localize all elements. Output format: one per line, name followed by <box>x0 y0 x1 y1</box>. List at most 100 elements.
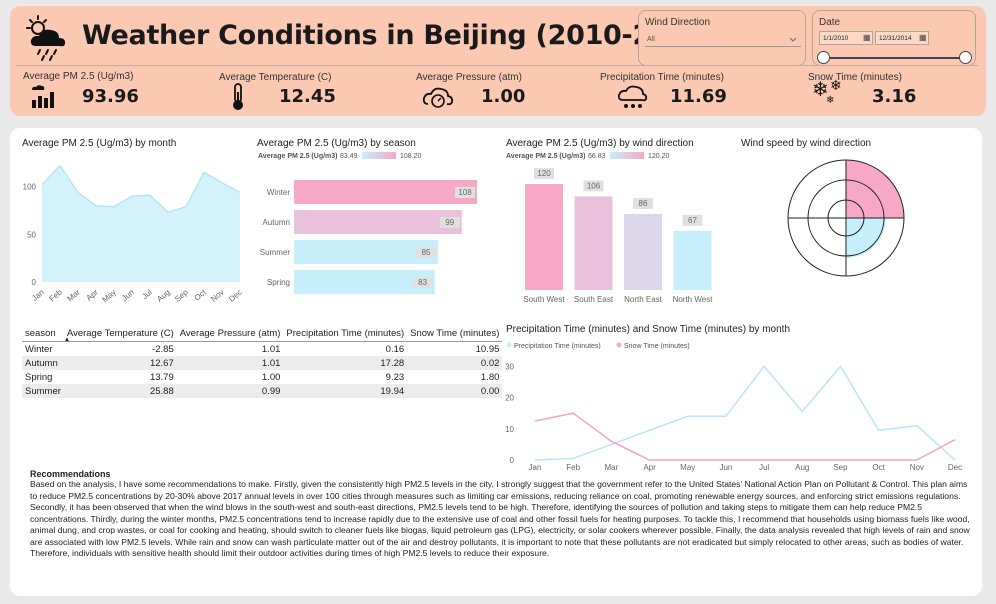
x-tick-label: Jul <box>759 463 769 472</box>
table-header[interactable]: season <box>22 326 64 342</box>
table-header[interactable]: Snow Time (minutes) <box>407 326 503 342</box>
season-table: season Average Temperature (C) Average P… <box>22 326 503 398</box>
date-end-input[interactable]: 12/31/2014 <box>875 31 929 45</box>
x-tick-label: Jan <box>529 463 542 472</box>
area-fill <box>42 165 240 282</box>
x-tick-label: Nov <box>910 463 924 472</box>
wind-direction-dropdown[interactable]: All <box>645 33 801 47</box>
bar-label-bg <box>583 180 604 192</box>
bar-label-bg <box>682 214 703 226</box>
header-panel: Weather Conditions in Beijing (2010-2014… <box>10 6 986 116</box>
kpi-temperature-value: 12.45 <box>279 86 336 107</box>
page-title: Weather Conditions in Beijing (2010-2014… <box>82 20 719 51</box>
calendar-icon[interactable]: ▦ <box>863 33 871 42</box>
chevron-down-icon <box>789 37 797 42</box>
bar <box>294 180 477 204</box>
x-tick-label: Jul <box>140 288 154 302</box>
calendar-icon[interactable]: ▦ <box>919 33 927 42</box>
kpi-precipitation-value: 11.69 <box>670 86 727 107</box>
y-tick-label: 0 <box>510 456 515 465</box>
legend-label: Average PM 2.5 (Ug/m3) <box>506 153 586 160</box>
wind-direction-slicer[interactable]: Wind Direction All <box>638 10 806 66</box>
date-slider-start-handle[interactable] <box>817 51 830 64</box>
x-tick-label: Apr <box>85 287 101 302</box>
series-line <box>534 365 956 461</box>
table-row: Summer 25.88 0.99 19.94 0.00 <box>22 384 503 398</box>
bar <box>574 196 613 290</box>
wind-direction-value: All <box>647 36 655 43</box>
category-label: Winter <box>267 188 290 197</box>
legend-gradient <box>610 152 644 159</box>
category-label: Spring <box>267 278 290 287</box>
x-tick-label: Mar <box>66 287 83 303</box>
table-header[interactable]: Precipitation Time (minutes) <box>283 326 408 342</box>
kpi-snow-label: Snow Time (minutes) <box>808 72 902 83</box>
bar-label-bg <box>412 277 433 288</box>
x-tick-label: Jun <box>719 463 732 472</box>
x-tick-label: Dec <box>227 288 244 304</box>
weather-icon <box>26 15 66 61</box>
x-tick-label: Feb <box>48 287 65 303</box>
bar-value-label: 106 <box>587 181 601 190</box>
x-tick-label: Nov <box>209 288 226 304</box>
table-header[interactable]: Average Temperature (C) <box>63 326 177 342</box>
wind-direction-label: Wind Direction <box>645 17 711 28</box>
x-tick-label: Oct <box>193 287 209 302</box>
precip-snow-chart: Precipitation Time (minutes) Snow Time (m… <box>505 342 962 472</box>
date-slider-end-handle[interactable] <box>959 51 972 64</box>
x-tick-label: Sep <box>833 463 848 472</box>
thermometer-icon <box>233 83 243 110</box>
pm-season-chart: Average PM 2.5 (Ug/m3) 83.49 108.20 Winter 1… <box>258 152 477 294</box>
legend-min: 66.83 <box>588 153 606 160</box>
legend-marker <box>506 342 512 348</box>
x-tick-label: May <box>100 288 117 305</box>
table-header[interactable]: Average Pressure (atm) <box>176 326 284 342</box>
y-tick-label: 0 <box>32 278 37 287</box>
rain-icon <box>617 85 648 108</box>
legend-min: 83.49 <box>340 153 358 160</box>
sort-arrow-icon[interactable]: ▲ <box>64 337 70 343</box>
x-tick-label: Mar <box>604 463 618 472</box>
date-slider-track[interactable] <box>823 57 963 59</box>
x-tick-label: May <box>680 463 695 472</box>
kpi-pressure-label: Average Pressure (atm) <box>416 72 522 83</box>
y-tick-label: 50 <box>27 230 36 239</box>
x-tick-label: Feb <box>566 463 580 472</box>
wind-speed-radar-chart <box>787 159 905 277</box>
recommendations-title: Recommendations <box>30 469 111 479</box>
x-tick-label: Aug <box>155 288 172 304</box>
table-row: Winter -2.85 1.01 0.16 10.95 <box>25 343 500 355</box>
chart-pm-month-title: Average PM 2.5 (Ug/m3) by month <box>22 138 177 149</box>
legend-label: Average PM 2.5 (Ug/m3) <box>258 153 338 160</box>
kpi-pressure-value: 1.00 <box>481 86 526 107</box>
chart-pm-wind-title: Average PM 2.5 (Ug/m3) by wind direction <box>506 138 694 149</box>
x-tick-label: Apr <box>643 463 656 472</box>
category-label: North West <box>673 295 714 304</box>
kpi-snow-value: 3.16 <box>872 86 917 107</box>
kpi-pm25-value: 93.96 <box>82 86 139 107</box>
category-label: South East <box>574 295 614 304</box>
bar-label-bg <box>439 217 460 228</box>
chart-pm-season-title: Average PM 2.5 (Ug/m3) by season <box>257 138 416 149</box>
x-tick-label: Dec <box>948 463 962 472</box>
legend-max: 108.20 <box>400 153 422 160</box>
bar <box>294 240 439 264</box>
bar-value-label: 67 <box>688 216 697 225</box>
legend-marker <box>616 342 622 348</box>
snowflake-icon: ❄ <box>826 95 835 106</box>
date-start-input[interactable]: 1/1/2010 <box>819 31 873 45</box>
kpi-precipitation-label: Precipitation Time (minutes) <box>600 72 724 83</box>
chart-precip-snow-title: Precipitation Time (minutes) and Snow Ti… <box>506 324 790 335</box>
legend-max: 120.20 <box>648 153 670 160</box>
legend-entry: Precipitation Time (minutes) <box>514 343 601 350</box>
table-row: Autumn 12.67 1.01 17.28 0.02 <box>22 356 503 370</box>
x-tick-label: Oct <box>872 463 885 472</box>
bar <box>673 230 712 290</box>
date-slicer[interactable]: Date 1/1/2010 ▦ 12/31/2014 ▦ <box>812 10 976 66</box>
bar-value-label: 99 <box>445 218 454 227</box>
bar <box>525 184 563 290</box>
pm-wind-chart: Average PM 2.5 (Ug/m3) 66.83 120.20 120 Sout… <box>506 152 714 304</box>
snowflake-icon: ❄ <box>812 79 829 101</box>
y-tick-label: 100 <box>23 183 37 192</box>
x-tick-label: Aug <box>795 463 809 472</box>
